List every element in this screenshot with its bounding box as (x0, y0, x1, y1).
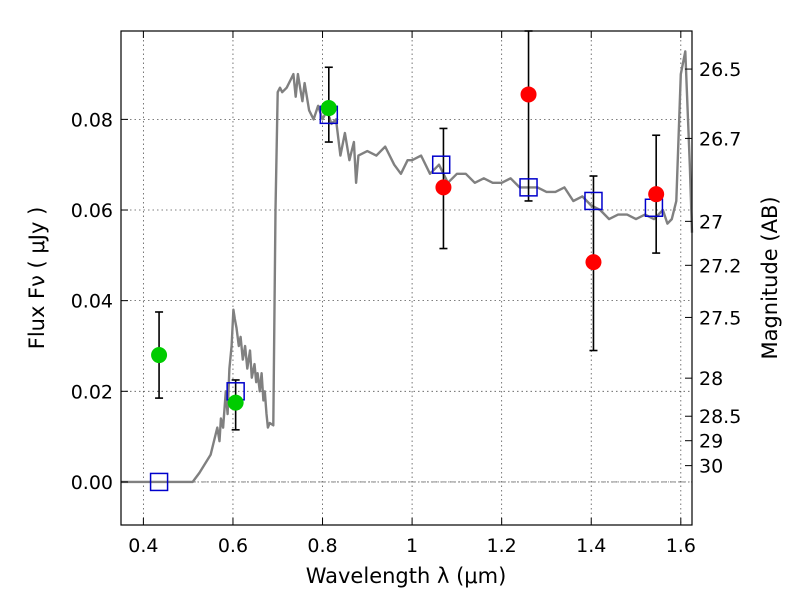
observed-flux-point (585, 254, 602, 271)
right-tick-label: 26.5 (699, 59, 741, 81)
y-tick-label: 0.08 (71, 109, 113, 131)
right-tick-label: 29 (699, 431, 723, 453)
observed-flux-point (320, 100, 337, 117)
axis-ticks: 0.4 0.6 0.8 1 1.2 1.4 1.6 0.00 0.02 0.04 0.06 0.08 2… (71, 31, 741, 557)
y-tick-label: 0.06 (71, 200, 113, 222)
x-tick-label: 1.4 (576, 535, 606, 557)
observed-flux-point (648, 186, 665, 203)
model-flux-square (431, 155, 451, 174)
model-flux-square (519, 178, 538, 197)
plot-frame (120, 30, 693, 526)
right-tick-label: 27.2 (699, 255, 741, 277)
observed-flux-point (227, 394, 244, 411)
observed-flux-point (435, 179, 452, 196)
right-tick-label: 27 (699, 211, 723, 233)
observed-flux-point (520, 86, 537, 103)
y-tick-label: 0.00 (71, 472, 113, 494)
y-tick-label: 0.02 (71, 381, 113, 403)
right-tick-label: 27.5 (699, 307, 741, 329)
x-tick-label: 0.4 (128, 535, 158, 557)
right-tick-label: 28.5 (699, 406, 741, 428)
x-axis-label: Wavelength λ (μm) (306, 564, 507, 588)
y-axis-label: Flux Fν ( μJy ) (25, 207, 49, 350)
data-points (149, 86, 665, 492)
plot-background (121, 31, 692, 525)
x-tick-label: 1.6 (666, 535, 696, 557)
model-flux-square (584, 191, 603, 211)
observed-flux-point (151, 347, 168, 364)
y-right-axis-label: Magnitude (AB) (758, 196, 782, 359)
grid-lines (121, 31, 692, 525)
x-tick-label: 1 (406, 535, 418, 557)
x-tick-label: 0.6 (218, 535, 248, 557)
right-tick-label: 30 (699, 456, 723, 478)
x-tick-label: 0.8 (307, 535, 337, 557)
right-tick-label: 26.7 (699, 128, 741, 150)
right-tick-label: 28 (699, 368, 723, 390)
x-tick-label: 1.2 (487, 535, 517, 557)
model-flux-square (149, 472, 169, 492)
y-tick-label: 0.04 (71, 291, 113, 313)
